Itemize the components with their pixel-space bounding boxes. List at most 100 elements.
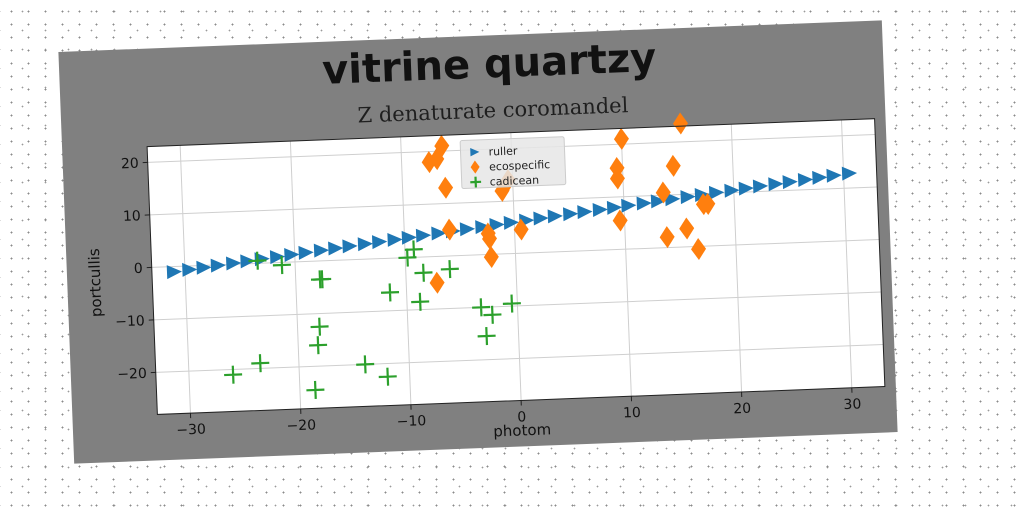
x-tick-label: 10 [623,405,641,422]
ecospecific-point [483,245,499,268]
ruller-point [387,232,403,247]
ruller-point [210,258,226,273]
legend-box [459,136,567,190]
ruller-point [533,211,549,226]
ecospecific-point [691,238,707,261]
y-tick-label: 10 [123,208,141,225]
legend-label-cadicean: cadicean [489,174,539,189]
ruller-point [196,260,212,275]
ruller-point [225,256,242,271]
ruller-point [459,222,476,237]
ecospecific-point [482,227,498,250]
x-tick-label: −10 [396,413,426,430]
cadicean-point [309,336,328,355]
chart-figure: vitrine quartzy Z denaturate coromandel … [58,20,898,464]
x-grid-line [400,136,412,405]
cadicean-point [378,367,397,386]
cadicean-point [251,354,270,373]
ruller-point [724,183,740,198]
legend-label-ruller: ruller [488,144,518,158]
data-series [166,112,858,399]
legend-marker-ecospecific [470,160,480,174]
x-grid-line [730,124,743,393]
ecospecific-point [672,112,688,135]
ruller-point [577,205,593,220]
cadicean-point [380,283,400,302]
ruller-point [621,198,637,213]
ruller-point [431,226,447,241]
ecospecific-point [429,271,445,294]
ruller-point [313,243,330,258]
cadicean-point [310,317,329,336]
ecospecific-point [679,217,695,240]
ruller-point [284,247,300,262]
ecospecific-point [665,154,681,177]
x-grid-line [620,128,632,397]
x-tick-label: −30 [176,422,206,439]
cadicean-point [306,380,325,399]
ruller-point [636,196,652,211]
cadicean-point [440,260,459,279]
legend-marker-ruller [470,148,480,157]
cadicean-point [483,305,502,324]
ecospecific-point [438,176,454,199]
ecospecific-point [613,127,629,150]
ecospecific-point [441,218,457,241]
ruller-point [562,207,579,222]
x-tick-label: −20 [286,417,316,434]
ruller-point [342,239,358,254]
cadicean-point [502,294,521,313]
cadicean-point [356,355,375,374]
ruller-point [812,170,828,185]
ruller-point [166,265,182,280]
ruller-point [708,185,725,200]
chart-subtitle: Z denaturate coromandel [357,93,629,127]
legend-label-ecospecific: ecospecific [489,158,551,173]
x-grid-line [289,141,302,409]
chart-title: vitrine quartzy [321,35,657,94]
cadicean-point [472,298,491,317]
ruller-point [489,217,505,232]
cadicean-point [313,270,332,289]
ruller-point [182,262,198,277]
y-tick-label: −10 [115,313,145,330]
ruller-point [826,168,842,183]
y-tick-label: −20 [117,366,147,383]
x-axis-label: photom [493,420,552,440]
axis-ticks: −30 −20 −10 0 10 20 30 −20 −10 0 10 20 [115,156,862,439]
ruller-point [415,228,432,243]
ruller-point [328,241,344,256]
ruller-point [797,172,814,187]
ecospecific-point [612,209,628,232]
ruller-point [269,250,286,265]
ruller-point [782,175,798,190]
y-tick-label: 0 [134,261,144,277]
ruller-point [841,166,858,181]
legend-marker-cadicean [470,176,482,188]
ecospecific-point [429,148,445,171]
ecospecific-point [609,167,625,190]
ecospecific-point [434,134,450,157]
ecospecific-point [700,192,716,215]
x-tick-label: 30 [843,396,861,413]
ruller-point [680,190,696,205]
ruller-point [665,192,681,207]
ecospecific-point [655,181,671,204]
ruller-point [606,200,623,215]
ruller-point [240,254,256,269]
y-axis-label: portcullis [85,248,106,318]
ruller-point [738,181,754,196]
x-tick-label: 20 [733,401,751,418]
cadicean-point [414,263,433,282]
series-cadicean [224,240,521,399]
cadicean-point [224,365,243,384]
cadicean-point [411,292,430,311]
chart-canvas: vitrine quartzy Z denaturate coromandel … [85,35,886,441]
ruller-point [592,202,608,217]
x-tick-label: 0 [517,409,527,425]
ruller-point [401,230,417,245]
ecospecific-point [659,226,675,249]
cadicean-point [248,251,267,270]
y-grid-line [155,343,884,373]
ruller-point [650,194,667,209]
